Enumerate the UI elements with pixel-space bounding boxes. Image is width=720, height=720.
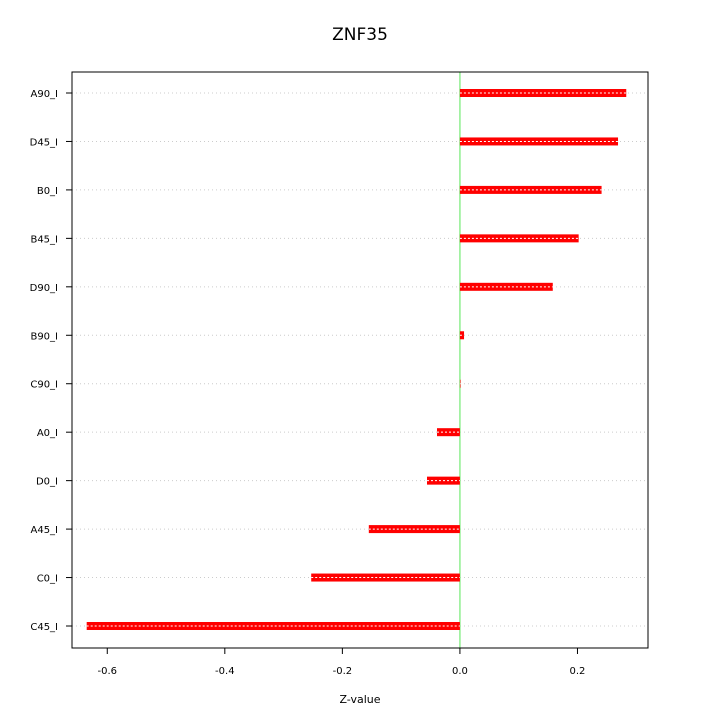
y-tick-label: D45_I — [30, 137, 58, 148]
y-tick-label: C90_I — [30, 380, 58, 391]
grid-layer — [72, 92, 648, 627]
y-tick-label: D0_I — [36, 477, 58, 488]
bar — [459, 137, 619, 146]
y-tick-label: C45_I — [30, 622, 58, 633]
y-axis: A90_I D45_I B0_I B45_I D90_I B90_I C90_I A0_I D0… — [30, 89, 72, 633]
y-tick-label: D90_I — [30, 283, 58, 294]
y-tick-label: A45_I — [30, 525, 58, 536]
x-tick-label: 0.0 — [452, 666, 468, 677]
bar — [459, 282, 553, 291]
x-axis: -0.6 -0.4 -0.2 0.0 0.2 — [98, 647, 586, 677]
y-tick-label: B90_I — [30, 331, 58, 342]
chart-title: ZNF35 — [332, 25, 388, 45]
bar — [311, 573, 460, 582]
bar — [459, 89, 627, 97]
bar — [436, 428, 460, 437]
y-tick-label: C0_I — [37, 574, 58, 585]
x-tick-label: -0.4 — [215, 666, 235, 677]
x-tick-label: 0.2 — [570, 666, 586, 677]
y-tick-label: A90_I — [30, 89, 58, 100]
y-tick-label: B0_I — [37, 186, 58, 197]
bar — [459, 331, 465, 340]
y-tick-label: B45_I — [30, 234, 58, 245]
x-tick-label: -0.2 — [333, 666, 353, 677]
x-tick-label: -0.6 — [98, 666, 118, 677]
bar — [459, 185, 602, 194]
bar-layer — [86, 89, 627, 630]
plot-frame — [71, 71, 649, 649]
bar — [86, 622, 460, 630]
y-tick-label: A0_I — [37, 428, 58, 439]
bar — [459, 234, 579, 243]
x-axis-label: Z-value — [339, 693, 380, 706]
